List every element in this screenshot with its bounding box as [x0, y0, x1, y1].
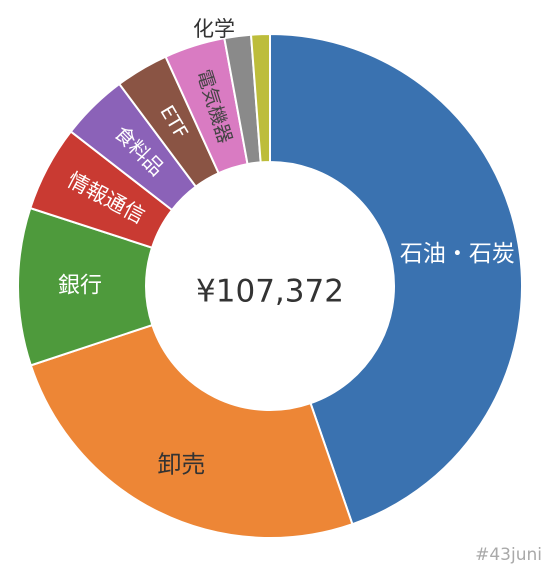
center-total-label: ¥107,372 — [196, 274, 344, 310]
watermark: #43juni — [475, 545, 542, 565]
slice-9 — [249, 32, 271, 164]
slice-label-9: 化学 — [193, 17, 235, 41]
slice-label-3: 銀行 — [58, 274, 102, 299]
slice-2 — [29, 323, 354, 539]
slice-1 — [269, 32, 523, 526]
slice-label-1: 石油・石炭 — [400, 241, 515, 267]
donut-slices — [17, 32, 523, 539]
slice-label-2: 卸売 — [157, 450, 205, 478]
